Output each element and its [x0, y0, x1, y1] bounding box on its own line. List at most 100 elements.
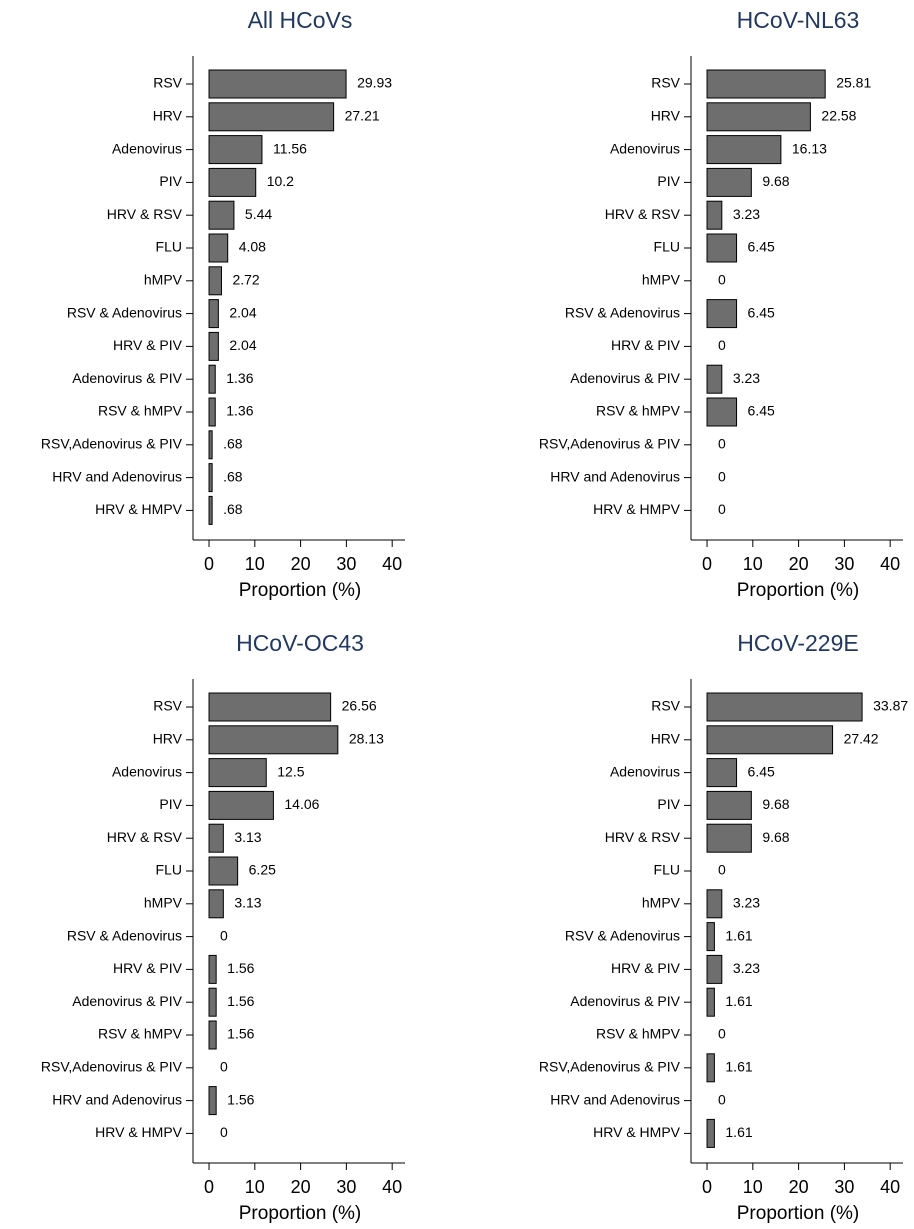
category-label: PIV	[159, 173, 182, 189]
bar	[706, 200, 723, 230]
bar	[208, 1020, 217, 1050]
x-tick-label: 0	[702, 554, 712, 574]
category-label: Adenovirus & PIV	[72, 370, 182, 386]
category-label: hMPV	[144, 895, 183, 911]
category-label: Adenovirus	[610, 763, 680, 779]
category-label: RSV	[153, 75, 182, 91]
category-label: Adenovirus & PIV	[570, 993, 680, 1009]
value-label: 9.68	[762, 173, 789, 189]
x-tick-label: 20	[789, 554, 809, 574]
bar	[208, 397, 216, 427]
bar	[706, 69, 826, 99]
x-tick-label: 20	[789, 1177, 809, 1197]
value-label: 0	[718, 436, 726, 452]
category-label: HRV & HMPV	[593, 501, 681, 517]
x-tick-label: 20	[291, 1177, 311, 1197]
bar	[208, 889, 224, 919]
category-label: HRV & RSV	[605, 206, 681, 222]
value-label: 6.45	[748, 763, 775, 779]
value-label: 0	[718, 862, 726, 878]
value-label: 28.13	[349, 731, 384, 747]
value-label: 0	[718, 272, 726, 288]
category-label: HRV & RSV	[107, 829, 183, 845]
category-label: RSV & hMPV	[98, 1026, 183, 1042]
value-label: 1.36	[226, 370, 253, 386]
category-label: RSV,Adenovirus & PIV	[41, 436, 183, 452]
category-label: PIV	[657, 173, 680, 189]
value-label: .68	[223, 501, 243, 517]
value-label: 0	[718, 501, 726, 517]
bar	[208, 364, 216, 394]
value-label: 0	[718, 337, 726, 353]
value-label: 0	[718, 1026, 726, 1042]
value-label: 0	[718, 468, 726, 484]
value-label: 4.08	[239, 239, 266, 255]
x-tick-label: 30	[336, 554, 356, 574]
bar	[706, 1053, 715, 1083]
bar	[208, 1086, 217, 1116]
category-label: RSV & hMPV	[596, 403, 681, 419]
bar	[208, 823, 224, 853]
x-tick-label: 10	[245, 1177, 265, 1197]
value-label: 3.23	[733, 206, 760, 222]
value-label: 2.04	[229, 304, 256, 320]
bar	[208, 725, 339, 755]
x-tick-label: 30	[336, 1177, 356, 1197]
value-label: 14.06	[284, 796, 319, 812]
value-label: 1.56	[227, 993, 254, 1009]
value-label: 1.61	[725, 1124, 752, 1140]
bar	[706, 987, 715, 1017]
category-label: FLU	[654, 862, 680, 878]
chart-title: HCoV-NL63	[737, 7, 860, 33]
category-label: hMPV	[144, 272, 183, 288]
value-label: 3.23	[733, 960, 760, 976]
value-label: 0	[220, 1124, 228, 1140]
category-label: Adenovirus	[610, 140, 680, 156]
value-label: 1.61	[725, 1059, 752, 1075]
value-label: 3.23	[733, 895, 760, 911]
value-label: 3.13	[234, 895, 261, 911]
category-label: PIV	[159, 796, 182, 812]
bar	[706, 922, 715, 952]
category-label: HRV	[651, 108, 681, 124]
category-label: HRV and Adenovirus	[550, 468, 680, 484]
value-label: .68	[223, 436, 243, 452]
bar	[208, 463, 213, 493]
bar	[208, 167, 257, 197]
bar	[208, 135, 263, 165]
x-axis-title: Proportion (%)	[737, 1203, 860, 1224]
value-label: 25.81	[836, 75, 871, 91]
category-label: RSV & hMPV	[98, 403, 183, 419]
category-label: FLU	[156, 862, 182, 878]
category-label: RSV & Adenovirus	[67, 304, 182, 320]
bar	[208, 69, 347, 99]
bar	[208, 954, 217, 984]
category-label: HRV & RSV	[605, 829, 681, 845]
x-tick-label: 0	[204, 1177, 214, 1197]
x-tick-label: 10	[743, 1177, 763, 1197]
bar	[706, 397, 738, 427]
bar	[706, 790, 752, 820]
bar	[706, 1118, 715, 1148]
bar	[208, 758, 267, 788]
bar	[706, 889, 723, 919]
category-label: Adenovirus & PIV	[570, 370, 680, 386]
value-label: 5.44	[245, 206, 272, 222]
bar	[706, 233, 738, 263]
x-tick-label: 20	[291, 554, 311, 574]
chart-title: All HCoVs	[248, 7, 353, 33]
value-label: 6.45	[748, 403, 775, 419]
category-label: FLU	[156, 239, 182, 255]
x-axis-title: Proportion (%)	[239, 1203, 362, 1224]
value-label: 0	[718, 1091, 726, 1107]
category-label: HRV & PIV	[611, 337, 681, 353]
value-label: 3.13	[234, 829, 261, 845]
bar	[706, 135, 782, 165]
x-tick-label: 10	[743, 554, 763, 574]
value-label: 6.25	[249, 862, 276, 878]
bar	[208, 200, 235, 230]
category-label: HRV	[153, 731, 183, 747]
value-label: 11.56	[273, 140, 307, 156]
value-label: 33.87	[873, 698, 908, 714]
